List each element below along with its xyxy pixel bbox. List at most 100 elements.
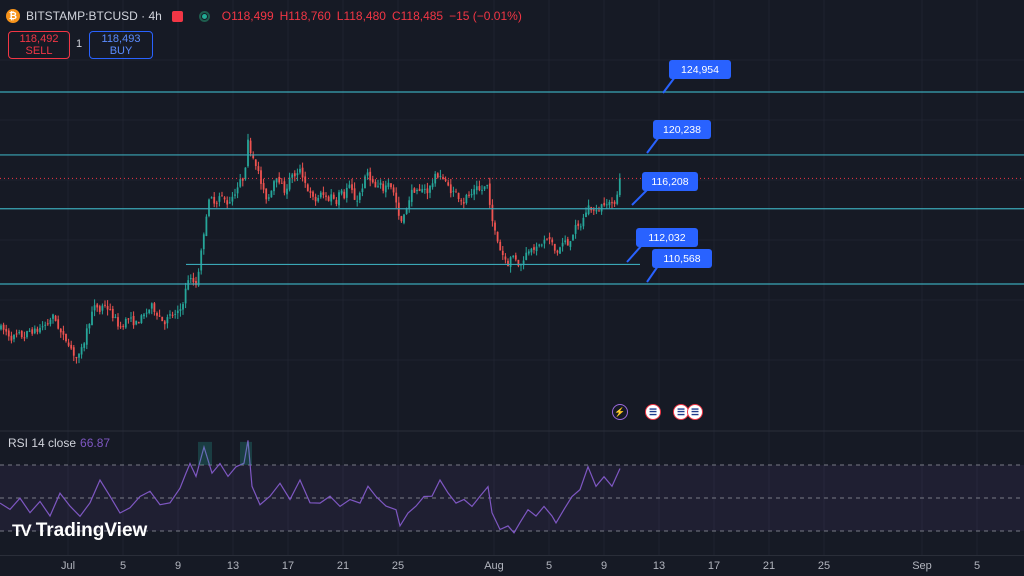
candle bbox=[335, 199, 338, 204]
label-pointer bbox=[646, 265, 659, 283]
candle bbox=[486, 184, 489, 186]
logo-text: TradingView bbox=[35, 520, 148, 541]
candle bbox=[267, 197, 270, 199]
candle bbox=[275, 178, 278, 183]
candle bbox=[228, 202, 231, 204]
label-pointer bbox=[631, 188, 649, 206]
candle bbox=[218, 196, 221, 202]
lightning-icon[interactable]: ⚡ bbox=[612, 404, 628, 420]
candle bbox=[353, 188, 356, 200]
candle bbox=[468, 194, 470, 196]
symbol-title[interactable]: BITSTAMP:BTCUSD · 4h bbox=[26, 9, 162, 23]
candle bbox=[369, 171, 372, 181]
candle bbox=[241, 178, 244, 181]
candle bbox=[249, 140, 252, 154]
candle bbox=[592, 209, 595, 211]
candle bbox=[319, 192, 322, 198]
candle bbox=[252, 154, 255, 159]
level-label: 124,954 bbox=[681, 64, 719, 76]
candle bbox=[358, 192, 361, 200]
candle bbox=[195, 280, 197, 286]
candle bbox=[457, 192, 460, 200]
candle bbox=[293, 173, 296, 177]
candles bbox=[0, 133, 621, 364]
buy-button[interactable]: 118,493 BUY bbox=[89, 31, 153, 59]
candle bbox=[475, 186, 478, 191]
candle bbox=[540, 244, 543, 246]
candle bbox=[280, 182, 283, 184]
candle bbox=[361, 188, 364, 193]
candle bbox=[351, 184, 353, 190]
candle bbox=[364, 176, 366, 189]
candle bbox=[390, 183, 392, 188]
time-tick-label: Aug bbox=[484, 560, 504, 572]
time-tick-label: 5 bbox=[973, 560, 981, 572]
candle bbox=[483, 186, 486, 190]
candle bbox=[166, 317, 169, 324]
candle bbox=[330, 194, 333, 202]
candle bbox=[377, 185, 379, 187]
candle bbox=[504, 256, 507, 260]
candle bbox=[114, 316, 117, 318]
candle bbox=[101, 305, 104, 311]
candle bbox=[283, 181, 286, 193]
candle bbox=[72, 347, 75, 356]
time-axis[interactable]: Jul 5 9 13 17 21 25 Aug 5 9 13 17 21 25 Sep 5 bbox=[0, 555, 1024, 576]
candle bbox=[239, 179, 242, 187]
label-pointer bbox=[626, 244, 643, 263]
candle bbox=[535, 246, 538, 252]
level-label-box bbox=[653, 120, 711, 139]
candle bbox=[236, 187, 239, 194]
candle bbox=[0, 325, 2, 330]
candle bbox=[59, 328, 62, 333]
candle bbox=[41, 326, 44, 328]
us-flag-icon[interactable]: ☰ bbox=[645, 404, 661, 420]
candle bbox=[395, 192, 398, 203]
candle bbox=[452, 190, 455, 192]
sell-button[interactable]: 118,492 SELL bbox=[8, 31, 70, 59]
candle bbox=[314, 196, 317, 202]
candle bbox=[525, 252, 528, 260]
candle bbox=[176, 310, 179, 314]
candle bbox=[548, 237, 551, 240]
high-value: H118,760 bbox=[279, 9, 331, 23]
sell-label: SELL bbox=[25, 45, 53, 57]
rsi-line bbox=[0, 440, 621, 534]
candle bbox=[163, 321, 166, 325]
ohlc-values: O118,499 H118,760 L118,480 C118,485 −15 … bbox=[222, 9, 522, 23]
candle bbox=[338, 192, 340, 206]
candle bbox=[93, 305, 96, 311]
level-label-box bbox=[636, 228, 698, 247]
candle bbox=[296, 173, 299, 176]
candle bbox=[605, 204, 608, 206]
candle bbox=[36, 328, 39, 332]
candle bbox=[356, 200, 359, 202]
candle bbox=[111, 308, 114, 319]
candle bbox=[546, 238, 548, 240]
candle bbox=[304, 176, 307, 183]
candle bbox=[10, 335, 13, 341]
candle bbox=[572, 234, 574, 241]
us-flag-icon[interactable]: ☰ bbox=[687, 404, 703, 420]
candle bbox=[117, 317, 119, 327]
tradingview-logo-icon: TV bbox=[12, 521, 32, 540]
candle bbox=[416, 189, 418, 192]
candle bbox=[44, 324, 47, 326]
tradingview-logo[interactable]: TV TradingView bbox=[12, 520, 147, 542]
rsi-legend[interactable]: RSI 14 close 66.87 bbox=[8, 436, 110, 450]
candle bbox=[150, 303, 153, 309]
candle bbox=[205, 216, 208, 237]
candle bbox=[130, 317, 132, 319]
candle bbox=[127, 318, 130, 320]
candle bbox=[343, 191, 346, 199]
time-tick-label: 13 bbox=[652, 560, 666, 572]
candle bbox=[551, 239, 554, 243]
candle bbox=[462, 202, 465, 204]
candle bbox=[332, 194, 335, 199]
candle bbox=[429, 186, 431, 193]
horizontal-levels[interactable]: 124,954 120,238 116,208 112,032 110,568 bbox=[0, 60, 1024, 285]
time-tick-label: 21 bbox=[336, 560, 350, 572]
candle bbox=[579, 226, 582, 228]
candle bbox=[478, 186, 481, 191]
